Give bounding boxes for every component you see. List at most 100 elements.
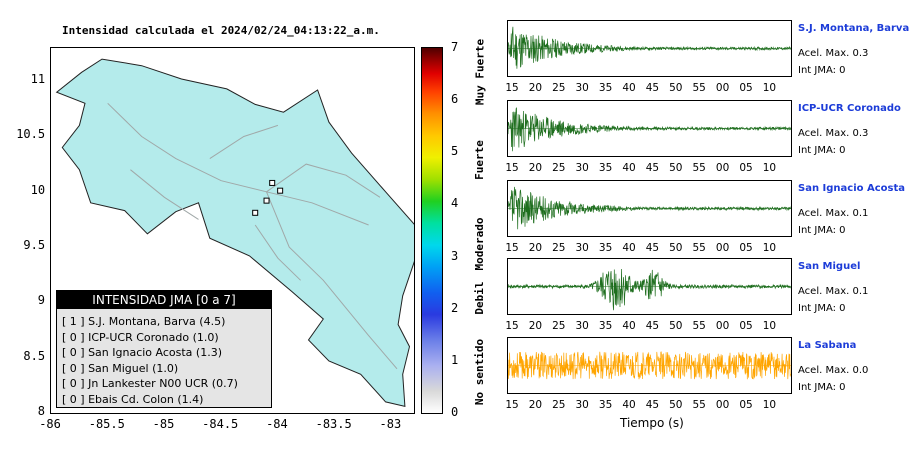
colorbar-label: Fuerte xyxy=(473,140,486,180)
legend-list: [ 1 ] S.J. Montana, Barva (4.5) [ 0 ] ICP… xyxy=(62,314,267,408)
time-tick: 35 xyxy=(598,162,613,174)
map-y-tick: 9.5 xyxy=(23,238,46,253)
time-tick: 25 xyxy=(552,82,566,94)
time-tick: 20 xyxy=(528,162,543,174)
time-tick: 30 xyxy=(575,399,589,411)
time-tick: 15 xyxy=(505,162,519,174)
time-tick: 35 xyxy=(598,82,613,94)
time-tick: 05 xyxy=(739,82,753,94)
station-jma: Int JMA: 0 xyxy=(798,145,846,156)
legend-item: [ 0 ] ICP-UCR Coronado (1.0) xyxy=(62,330,219,344)
time-tick: 30 xyxy=(575,162,589,174)
time-tick: 50 xyxy=(669,162,683,174)
time-tick: 45 xyxy=(645,162,660,174)
time-tick: 55 xyxy=(692,242,706,254)
colorbar-tick: 2 xyxy=(451,300,459,315)
station-marker xyxy=(263,197,270,204)
road xyxy=(266,163,381,198)
time-tick: 20 xyxy=(528,320,543,332)
map-x-tick: -84.5 xyxy=(202,417,239,431)
station-acel: Acel. Max. 0.0 xyxy=(798,365,869,376)
time-tick: 40 xyxy=(622,162,636,174)
colorbar-tick: 1 xyxy=(451,352,459,367)
colorbar-tick: 5 xyxy=(451,144,459,159)
time-tick: 15 xyxy=(505,320,519,332)
time-tick: 45 xyxy=(645,399,660,411)
station-jma: Int JMA: 0 xyxy=(798,65,846,76)
seismogram-trace xyxy=(508,107,791,152)
map-title: Intensidad calculada el 2024/02/24_04:13… xyxy=(62,24,380,37)
intensity-colorbar xyxy=(421,47,443,414)
station-jma: Int JMA: 0 xyxy=(798,303,846,314)
seismogram-svg xyxy=(508,107,791,152)
map-y-tick: 8.5 xyxy=(23,348,46,363)
legend-item: [ 0 ] San Ignacio Acosta (1.3) xyxy=(62,346,222,360)
seismogram-trace xyxy=(508,351,791,380)
station-acel: Acel. Max. 0.3 xyxy=(798,48,869,59)
time-tick: 00 xyxy=(715,82,730,94)
station-name: ICP-UCR Coronado xyxy=(798,103,901,114)
road xyxy=(107,102,369,226)
seismogram-trace xyxy=(508,26,791,69)
time-tick: 30 xyxy=(575,320,589,332)
time-tick: 30 xyxy=(575,242,589,254)
station-acel: Acel. Max. 0.1 xyxy=(798,286,869,297)
map-y-tick: 8 xyxy=(37,404,46,418)
map-x-tick: -86 xyxy=(39,417,61,431)
seismogram-svg xyxy=(508,268,791,311)
map-x-tick: -83.5 xyxy=(315,417,352,431)
time-tick: 55 xyxy=(692,82,706,94)
station-name: San Ignacio Acosta xyxy=(798,183,906,194)
station-name: S.J. Montana, Barva xyxy=(798,23,910,34)
time-tick: 25 xyxy=(552,399,566,411)
road xyxy=(266,191,398,370)
time-tick: 05 xyxy=(739,399,753,411)
time-tick: 35 xyxy=(598,242,613,254)
time-tick: 45 xyxy=(645,82,660,94)
time-tick: 15 xyxy=(505,242,519,254)
map-y-tick: 10.5 xyxy=(16,127,46,142)
time-tick: 05 xyxy=(739,320,753,332)
time-tick: 25 xyxy=(552,320,566,332)
legend-item: [ 0 ] San Miguel (1.0) xyxy=(62,361,179,375)
road xyxy=(209,124,279,160)
map-x-tick: -84 xyxy=(266,417,288,431)
station-acel: Acel. Max. 0.1 xyxy=(798,208,869,219)
seismogram-trace xyxy=(508,268,791,311)
time-tick: 05 xyxy=(739,162,753,174)
time-tick: 15 xyxy=(505,399,519,411)
time-tick: 50 xyxy=(669,320,683,332)
time-tick: 10 xyxy=(762,242,777,254)
panel-tick-labels: 15 20 25 30 35 40 45 50 55 00 05 10 xyxy=(505,242,797,256)
map-y-tick: 9 xyxy=(37,293,46,308)
colorbar-tick: 7 xyxy=(451,40,459,54)
time-tick: 35 xyxy=(598,399,613,411)
time-tick: 10 xyxy=(762,320,777,332)
station-marker xyxy=(277,187,284,194)
costa-rica-land xyxy=(55,58,414,408)
time-tick: 30 xyxy=(575,82,589,94)
panel-tick-labels: 15 20 25 30 35 40 45 50 55 00 05 10 xyxy=(505,82,797,96)
seismogram-svg xyxy=(508,351,791,380)
station-jma: Int JMA: 0 xyxy=(798,382,846,393)
legend-item: [ 0 ] Ebais Cd. Colon (1.4) xyxy=(62,392,204,406)
colorbar-tick: 6 xyxy=(451,92,459,107)
time-tick: 00 xyxy=(715,320,730,332)
time-tick: 55 xyxy=(692,162,706,174)
station-name: San Miguel xyxy=(798,261,861,272)
time-tick: 50 xyxy=(669,82,683,94)
colorbar-label: Debil xyxy=(473,281,486,315)
map-x-tick: -85 xyxy=(152,417,175,431)
colorbar-label: Muy Fuerte xyxy=(473,38,486,106)
station-name: La Sabana xyxy=(798,340,857,351)
time-tick: 25 xyxy=(552,162,566,174)
time-tick: 10 xyxy=(762,82,777,94)
time-tick: 50 xyxy=(669,399,683,411)
seismogram-panel xyxy=(507,258,792,315)
panel-tick-labels: 15 20 25 30 35 40 45 50 55 00 05 10 xyxy=(505,162,797,176)
station-jma: Int JMA: 0 xyxy=(798,225,846,236)
colorbar-tick: 3 xyxy=(451,248,459,263)
colorbar-tick: 4 xyxy=(451,196,459,211)
time-tick: 00 xyxy=(715,399,730,411)
map-y-tick: 11 xyxy=(30,72,46,87)
